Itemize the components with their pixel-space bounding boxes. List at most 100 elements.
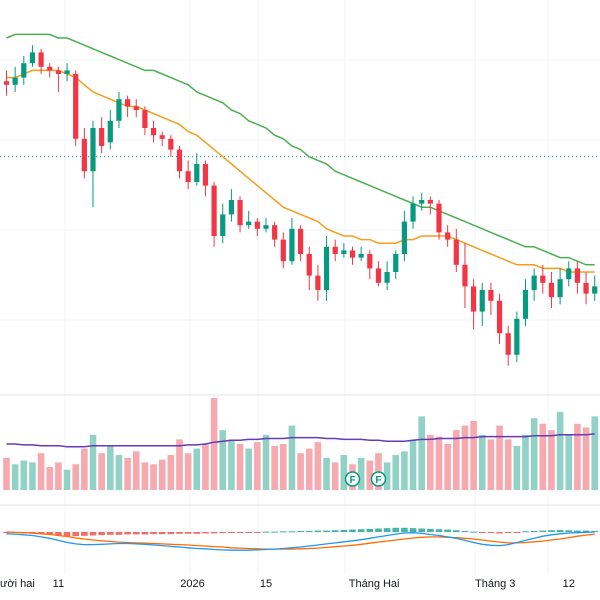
macd-histogram-bar (401, 527, 408, 532)
dividend-marker-icon (370, 471, 387, 487)
dividend-marker-icon (344, 471, 361, 487)
candle-body (168, 138, 174, 150)
macd-histogram-bar (444, 529, 451, 532)
volume-bar (513, 445, 521, 490)
candle-body (289, 228, 295, 262)
candle-body (436, 203, 442, 233)
candle-body (280, 239, 286, 262)
candle-body (401, 221, 407, 254)
macd-histogram-bar (366, 528, 374, 532)
volume-ma-line (6, 433, 595, 448)
volume-bar (591, 416, 598, 490)
macd-histogram-bar (46, 532, 54, 535)
macd-histogram-bar (158, 532, 166, 535)
time-axis-label: Tháng Hai (348, 578, 400, 590)
volume-bar (340, 455, 348, 490)
macd-histogram-bar (530, 530, 538, 532)
macd-histogram-bar (582, 530, 590, 532)
time-axis-label: 12 (562, 578, 575, 590)
candle-body (3, 81, 10, 85)
macd-histogram-bar (574, 530, 581, 532)
candle-body (445, 232, 451, 240)
macd-histogram-bar (245, 532, 252, 533)
candle-body (471, 286, 477, 312)
macd-histogram-bar (262, 531, 270, 533)
volume-bar (323, 457, 330, 490)
time-axis-label: Tháng 3 (475, 578, 516, 590)
volume-bar (574, 423, 581, 490)
candle-body (159, 135, 165, 139)
macd-histogram-bar (496, 532, 503, 534)
volume-bar (262, 434, 270, 490)
volume-bar (202, 444, 209, 490)
macd-histogram-bar (271, 531, 278, 533)
candle-body (125, 99, 131, 107)
volume-bar (366, 460, 374, 490)
candle-body (90, 128, 96, 172)
signal-line (6, 531, 595, 550)
candle-body (548, 282, 555, 298)
candle-body (419, 200, 425, 204)
macd-histogram-bar (132, 532, 140, 535)
volume-bar (331, 462, 339, 490)
candle-body (488, 290, 494, 301)
volume-bar (487, 439, 495, 490)
candle-body (574, 268, 580, 283)
volume-bar (548, 430, 555, 490)
candle-body (393, 254, 399, 272)
macd-histogram-bar (193, 532, 201, 534)
candle-body (116, 99, 122, 121)
macd-histogram-bar (141, 532, 149, 535)
macd-histogram-bar (357, 529, 365, 532)
macd-histogram-bar (254, 532, 261, 533)
dividend-marker-label: F (375, 475, 381, 486)
macd-histogram-bar (98, 532, 105, 536)
volume-bar (193, 448, 201, 490)
macd-histogram-bar (150, 532, 157, 535)
macd-histogram-bar (548, 530, 555, 532)
candle-body (323, 246, 330, 290)
candle-body (220, 214, 226, 236)
candle-body (64, 70, 70, 74)
time-axis-label: 15 (259, 578, 273, 590)
macd-histogram-bar (210, 532, 218, 534)
time-axis-label: 2026 (180, 578, 205, 590)
macd-histogram-bar (323, 530, 330, 532)
candle-body (332, 246, 338, 254)
macd-histogram-bar (184, 532, 192, 534)
volume-bar (245, 448, 252, 490)
candle-body (55, 70, 61, 74)
price-pane[interactable] (0, 33, 600, 366)
volume-bar (461, 425, 469, 490)
macd-histogram-bar (202, 532, 209, 534)
macd-histogram-bar (288, 531, 296, 533)
macd-histogram-bar (349, 529, 356, 532)
volume-bar (305, 448, 313, 490)
volume-bar (539, 423, 547, 490)
candle-body (150, 128, 157, 136)
candle-body (410, 203, 416, 222)
candle-body (306, 254, 312, 276)
volume-bar (63, 469, 71, 490)
volume-bar (504, 439, 512, 490)
ma-long-line (6, 33, 595, 266)
macd-histogram-bar (591, 530, 598, 532)
volume-bar (478, 434, 486, 490)
candle-body (375, 268, 382, 283)
macd-histogram-bar (375, 528, 382, 532)
volume-bar (271, 445, 278, 490)
volume-bar (176, 439, 183, 490)
candle-body (228, 200, 234, 215)
macd-histogram-bar (314, 530, 322, 532)
macd-histogram-bar (107, 532, 114, 535)
candle-body (246, 221, 252, 226)
macd-histogram-bar (427, 528, 434, 532)
macd-histogram-bar (219, 532, 227, 534)
macd-histogram-bar (167, 532, 175, 535)
candle-body (254, 221, 260, 229)
candle-body (176, 149, 183, 172)
volume-bar (236, 444, 244, 490)
volume-bar (496, 425, 503, 490)
candle-body (453, 239, 459, 265)
